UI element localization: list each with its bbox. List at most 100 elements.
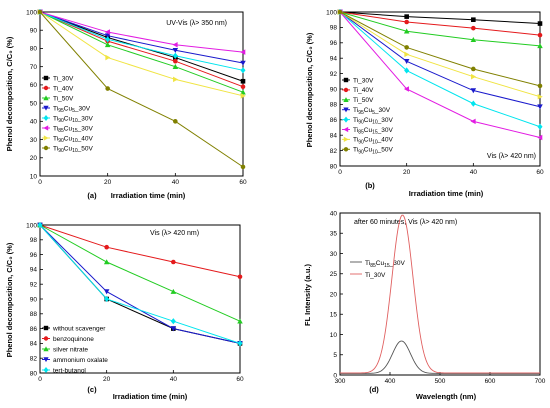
series-line <box>39 11 244 97</box>
y-tick-label: 30 <box>330 251 338 258</box>
series-line <box>39 11 244 88</box>
y-tick-label: 84 <box>30 341 38 348</box>
data-point <box>240 67 246 74</box>
legend-entry: without scavenger <box>42 325 106 332</box>
data-point <box>471 73 477 80</box>
legend-label: silver nitrate <box>53 346 88 353</box>
y-axis-label: FL Intensity (a.u.) <box>303 264 312 326</box>
y-tick-label: 0 <box>333 372 337 379</box>
data-point <box>471 66 476 72</box>
y-tick-label: 20 <box>330 291 338 298</box>
legend-entry: Ti_30V <box>350 272 386 279</box>
series-line <box>339 11 541 25</box>
legend-marker <box>343 147 349 152</box>
x-tick-label: 20 <box>103 376 111 383</box>
data-point <box>105 36 111 43</box>
legend-marker <box>43 325 49 331</box>
legend-label: tert-butanol <box>53 367 86 374</box>
x-axis-label: Irradiation time (min) <box>113 392 188 401</box>
legend-entry: Ti85Cu15_30V <box>42 125 93 134</box>
series-line <box>39 11 244 53</box>
data-point <box>240 89 246 95</box>
y-tick-label: 100 <box>326 9 337 16</box>
data-point <box>104 244 109 250</box>
legend-label: Ti90Cu10_50V <box>353 147 393 156</box>
y-tick-label: 84 <box>330 133 338 140</box>
y-axis-label: Phenol decomposition, C/C₀ (%) <box>5 242 14 357</box>
series-ti-40v <box>337 9 543 38</box>
y-tick-label: 90 <box>30 28 38 35</box>
y-tick-label: 70 <box>30 64 38 71</box>
series-line <box>39 11 244 168</box>
legend-label: Ti_30V <box>353 77 374 84</box>
data-point <box>172 52 178 59</box>
series-ti90cu10-40v <box>37 9 246 99</box>
y-tick-label: 94 <box>330 56 338 63</box>
data-point <box>240 164 246 170</box>
panel-letter: (a) <box>87 191 97 200</box>
data-point <box>170 318 176 325</box>
legend-label: Ti_40V <box>53 85 74 92</box>
chart-panel-1: 0 20 40 60 10 20 30 40 50 60 70 80 90 100 Irradiation … <box>5 8 247 200</box>
y-tick-label: 92 <box>30 282 38 289</box>
data-point <box>403 86 409 92</box>
panel-letter: (d) <box>369 385 379 394</box>
data-point <box>172 42 178 48</box>
data-point <box>404 45 409 50</box>
data-point <box>537 93 543 100</box>
y-tick-label: 40 <box>30 119 38 126</box>
legend-entry: silver nitrate <box>42 346 88 353</box>
series-ti90cu10-30v <box>37 8 246 74</box>
legend-entry: Ti95Cu5_30V <box>342 107 391 116</box>
legend-marker <box>343 97 349 102</box>
chart-panel-4: 300 400 500 600 700 0 5 10 15 20 25 30 35 40 Wavelengt… <box>303 210 546 401</box>
legend-entry: Ti85Cu15_30V <box>342 127 393 136</box>
y-tick-label: 94 <box>30 267 38 274</box>
data-point <box>37 9 43 15</box>
series-ti90cu10-50v <box>337 9 543 89</box>
y-tick-label: 88 <box>330 102 338 109</box>
legend-label: ammonium oxalate <box>53 357 108 364</box>
legend-entry: Ti_30V <box>342 77 374 84</box>
y-tick-label: 92 <box>330 71 338 78</box>
legend-entry: Ti90Cu10_30V <box>42 115 93 124</box>
series-ti-30v <box>340 214 540 374</box>
legend-label: Ti90Cu10_30V <box>353 117 393 126</box>
y-tick-label: 20 <box>30 155 38 162</box>
series-ti85cu15-30v <box>37 9 246 55</box>
series-line <box>339 11 541 98</box>
series-line <box>339 11 541 36</box>
legend-label: Ti90Cu10_50V <box>53 145 93 154</box>
y-tick-label: 10 <box>30 173 38 180</box>
legend-marker <box>43 135 49 141</box>
y-tick-label: 35 <box>330 231 338 238</box>
legend-marker <box>343 87 349 93</box>
data-point <box>240 78 246 84</box>
data-point <box>404 51 410 58</box>
legend-label: Ti90Cu10_40V <box>53 135 93 144</box>
data-point <box>173 58 178 64</box>
x-tick-label: 500 <box>435 378 446 385</box>
legend-entry: Ti95Cu5_30V <box>42 105 91 114</box>
data-point <box>104 42 111 48</box>
series-ti95cu5-30v <box>37 9 246 66</box>
data-point <box>470 88 477 94</box>
data-point <box>404 19 409 25</box>
legend-entry: benzoquinone <box>42 336 94 343</box>
legend-label: Ti_40V <box>353 87 374 94</box>
y-tick-label: 96 <box>30 252 38 259</box>
data-point <box>104 295 110 303</box>
data-point <box>404 67 410 74</box>
data-point <box>105 54 111 61</box>
data-point <box>172 63 179 69</box>
data-point <box>37 221 43 229</box>
data-point <box>240 49 246 55</box>
legend-entry: Ti_30V <box>42 75 74 82</box>
data-point <box>537 43 543 49</box>
legend-label: Ti85Cu15_30V <box>353 127 393 136</box>
x-tick-label: 600 <box>485 378 496 385</box>
series-silver-nitrate <box>37 222 243 324</box>
plot-frame <box>339 212 541 376</box>
y-tick-label: 100 <box>26 222 37 229</box>
